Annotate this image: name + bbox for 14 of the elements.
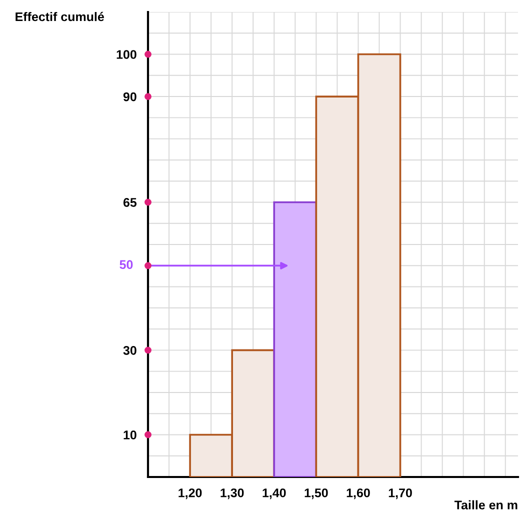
text: 50	[120, 260, 133, 270]
x-tick-label: 1,60	[346, 488, 370, 500]
x-axis-title: Taille en m	[454, 500, 518, 510]
y-tick-label: 30	[123, 346, 136, 355]
y-tick-label: 10	[124, 430, 136, 440]
x-tick-label: 1,70	[388, 488, 412, 500]
x-tick-label: 1,40	[262, 488, 286, 500]
x-tick-label: 1,50	[304, 488, 328, 500]
x-tick-label: 1,30	[220, 488, 244, 500]
y-tick-label: 65	[123, 198, 137, 207]
y-axis-title: Effectif cumulé	[16, 12, 104, 22]
y-tick-label: 100	[116, 50, 136, 59]
x-tick-label: 1,20	[178, 488, 202, 500]
y-tick-label: 90	[123, 92, 136, 102]
